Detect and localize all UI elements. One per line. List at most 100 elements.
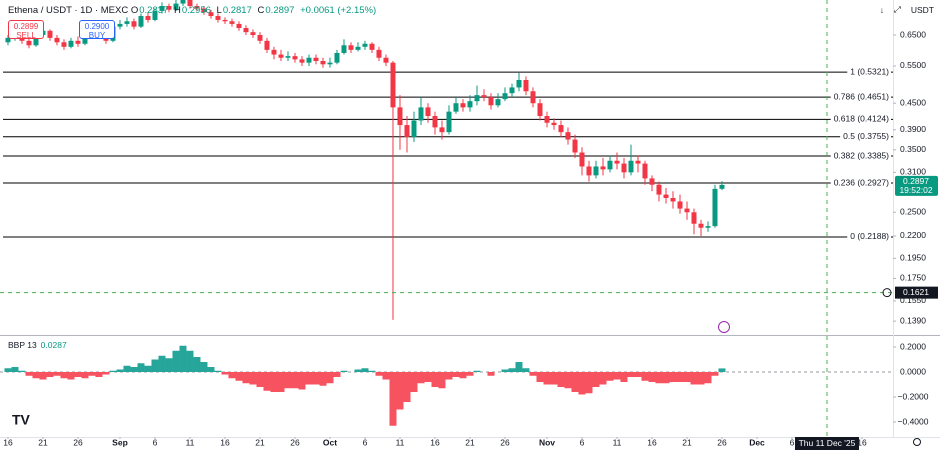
x-tick-label: Nov [539,437,555,447]
indicator-bar [249,372,257,385]
candle-body [474,95,480,102]
candle-body [642,163,648,179]
candle-body [243,28,249,33]
indicator-bar [606,372,614,381]
candle-body [691,212,697,224]
indicator-bar [298,372,306,390]
indicator-bar [193,357,201,372]
indicator-bar [109,370,117,372]
candle-body [187,0,193,7]
indicator-bar [669,372,677,382]
fib-label: 1 (0.5321) [850,66,889,76]
indicator-bar [382,372,390,380]
candle-body [572,139,578,153]
indicator-bar [417,372,425,384]
indicator-bar [403,372,411,402]
candle-body [551,122,557,126]
sell-button[interactable]: 0.2899 SELL [8,20,44,40]
x-tick-label: Dec [749,437,765,447]
candle-body [684,208,690,213]
indicator-bar [676,372,684,382]
indicator-bar [151,359,159,372]
indicator-y-tick-label: −0.4000 [898,416,929,426]
expand-icon[interactable]: ⤢ [894,4,901,14]
x-tick-label: Sep [112,437,128,447]
fib-label-bg [847,67,891,78]
candle-body [677,201,683,209]
candle-body [425,107,431,117]
crosshair-price: 0.1621 [903,287,929,297]
change: +0.0061 (+2.15%) [300,5,377,16]
candle-body [257,35,263,41]
indicator-bar [704,372,712,384]
indicator-bar [620,372,628,382]
indicator-bar [473,370,481,372]
event-icon[interactable] [718,321,730,333]
y-tick-label: 0.2500 [900,207,926,217]
toolbar: ↓ ⤢ USDT [880,4,934,15]
indicator-bar [256,372,264,387]
candle-body [628,160,634,173]
buy-price: 0.2900 [84,22,110,31]
ohlc-value: 0.2817 [222,5,252,16]
ohlc-value: 0.2956 [181,5,211,16]
indicator-bar [74,372,82,377]
fib-label-bg [840,131,891,142]
buy-button[interactable]: 0.2900 BUY [79,20,115,40]
x-tick-label: 21 [465,437,475,447]
candle-body [383,57,389,63]
x-tick-label: 21 [38,437,48,447]
indicator-y-tick-label: 0.2000 [900,341,926,351]
indicator-bar [60,372,68,379]
candle-body [593,166,599,176]
y-tick-label: 0.3900 [900,124,926,134]
currency-button[interactable]: USDT [910,4,934,15]
candle-body [327,62,333,65]
indicator-bar [648,372,656,382]
candle-body [313,57,319,62]
logo: TV [12,412,31,428]
indicator-bar [186,350,194,372]
candle-body [47,30,53,38]
candle-body [579,152,585,167]
crosshair-date-bg [794,437,859,450]
y-tick-label: 0.3500 [900,144,926,154]
x-tick-label: 6 [153,437,158,447]
indicator-bar [88,372,96,376]
indicator-bar [179,345,187,372]
candle-body [271,49,277,55]
candle-body [467,101,473,108]
x-tick-label: 26 [290,437,300,447]
fib-label: 0.786 (0.4651) [834,91,889,101]
indicator-bar [25,372,33,376]
candle-body [82,36,88,44]
indicator-bar [144,365,152,372]
price-tag [895,175,938,196]
crosshair-add-icon [882,288,892,298]
candle-body [369,43,375,50]
indicator-bar [102,372,110,375]
x-tick-label: 16 [3,437,13,447]
ohlc-key: C [257,5,265,16]
y-tick-label: 0.5500 [900,60,926,70]
indicator-bar [81,372,89,379]
candle-body [432,116,438,128]
indicator-bar [375,372,383,376]
legend-header: Ethena / USDT · 1D · MEXC O0.2837 H0.295… [8,5,379,16]
candle-body [719,184,725,189]
indicator-bar [508,368,516,372]
y-tick-label: 0.3100 [900,167,926,177]
candle-body [663,194,669,198]
buy-label: BUY [88,31,106,40]
settings-icon[interactable] [913,438,921,446]
candle-body [75,40,81,44]
x-tick-label: 16 [857,437,867,447]
indicator-bar [312,372,320,385]
indicator-bar [697,372,705,385]
y-tick-label: 0.6500 [900,29,926,39]
candle-body [621,163,627,173]
download-icon[interactable]: ↓ [879,4,885,15]
candle-body [152,10,158,20]
candle-body [320,61,326,65]
x-tick-label: 6 [580,437,585,447]
